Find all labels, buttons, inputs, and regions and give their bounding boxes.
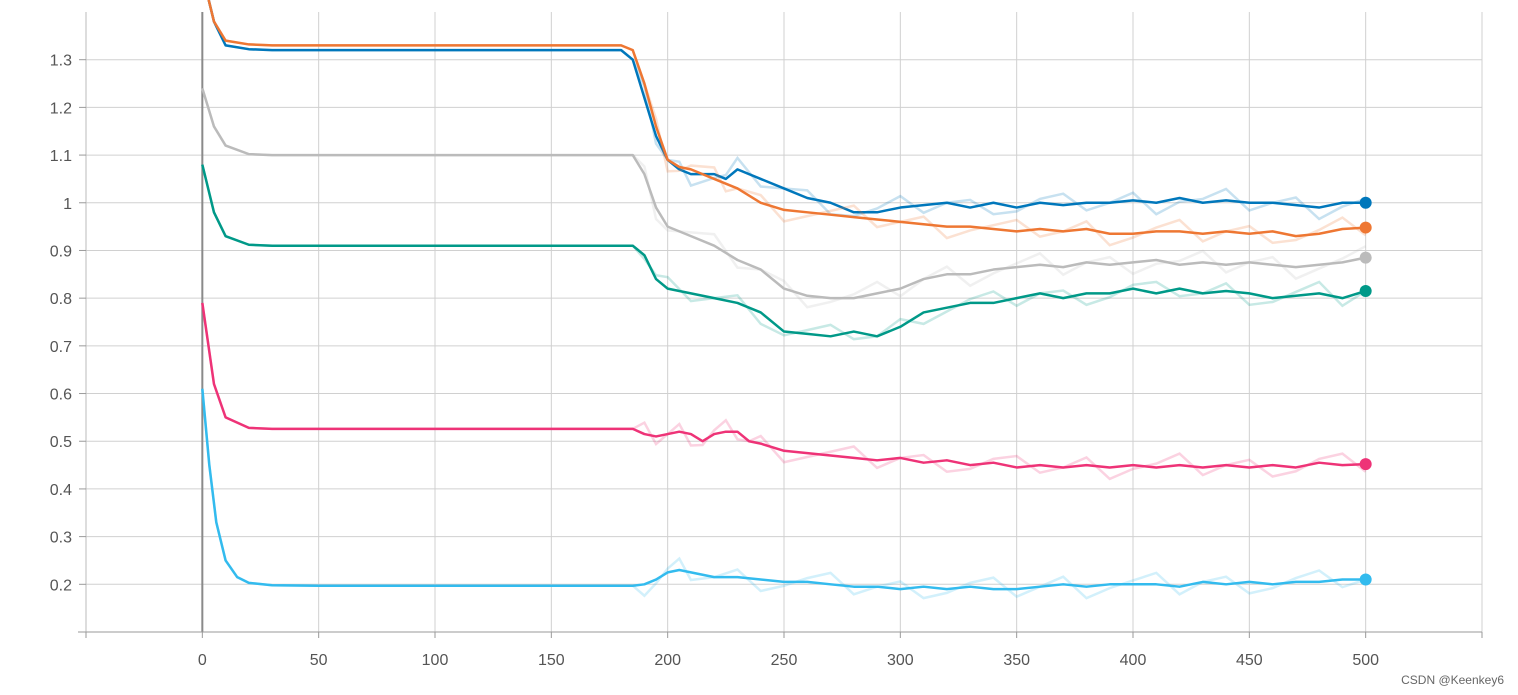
series-line xyxy=(207,0,1366,214)
y-tick-label: 0.2 xyxy=(50,577,72,594)
series-end-point[interactable] xyxy=(1359,196,1372,209)
series-line xyxy=(207,0,1366,238)
y-axis: 0.2 0.3 0.4 0.5 0.6 0.7 0.8 0.9 1 1.1 1.2 1.3 xyxy=(50,53,86,594)
y-tick-label: 0.4 xyxy=(50,482,72,499)
x-tick-label: 150 xyxy=(538,652,565,669)
y-tick-label: 1.2 xyxy=(50,100,72,117)
axes xyxy=(85,12,204,632)
grid xyxy=(85,12,1483,632)
y-tick-label: 0.9 xyxy=(50,243,72,260)
x-axis: 0 50 100 150 200 250 300 350 400 450 500 xyxy=(78,631,1483,669)
series-end-point[interactable] xyxy=(1359,573,1372,586)
x-tick-label: 300 xyxy=(887,652,914,669)
y-tick-label: 0.8 xyxy=(50,291,72,308)
y-tick-label: 0.3 xyxy=(50,530,72,547)
x-tick-label: 400 xyxy=(1120,652,1147,669)
series-line xyxy=(201,388,1366,591)
x-tick-label: 0 xyxy=(198,652,207,669)
x-tick-label: 350 xyxy=(1003,652,1030,669)
y-tick-label: 0.7 xyxy=(50,339,72,356)
x-tick-label: 50 xyxy=(310,652,328,669)
series-group xyxy=(201,0,1372,600)
x-tick-label: 100 xyxy=(422,652,449,669)
y-tick-label: 0.6 xyxy=(50,387,72,404)
series-line xyxy=(201,164,1367,338)
series-end-point[interactable] xyxy=(1359,221,1372,234)
x-tick-label: 200 xyxy=(654,652,681,669)
series-end-point[interactable] xyxy=(1359,458,1372,471)
y-tick-label: 1.3 xyxy=(50,53,72,70)
watermark-text: CSDN @Keenkey6 xyxy=(1401,673,1504,687)
series-end-point[interactable] xyxy=(1359,285,1372,297)
y-tick-label: 1.1 xyxy=(50,148,72,165)
x-tick-label: 500 xyxy=(1352,652,1379,669)
y-tick-label: 1 xyxy=(63,196,72,213)
series-line xyxy=(201,87,1366,300)
x-tick-label: 250 xyxy=(771,652,798,669)
series-line xyxy=(201,302,1366,469)
series-end-point[interactable] xyxy=(1359,251,1372,264)
x-tick-label: 450 xyxy=(1236,652,1263,669)
y-tick-label: 0.5 xyxy=(50,434,72,451)
